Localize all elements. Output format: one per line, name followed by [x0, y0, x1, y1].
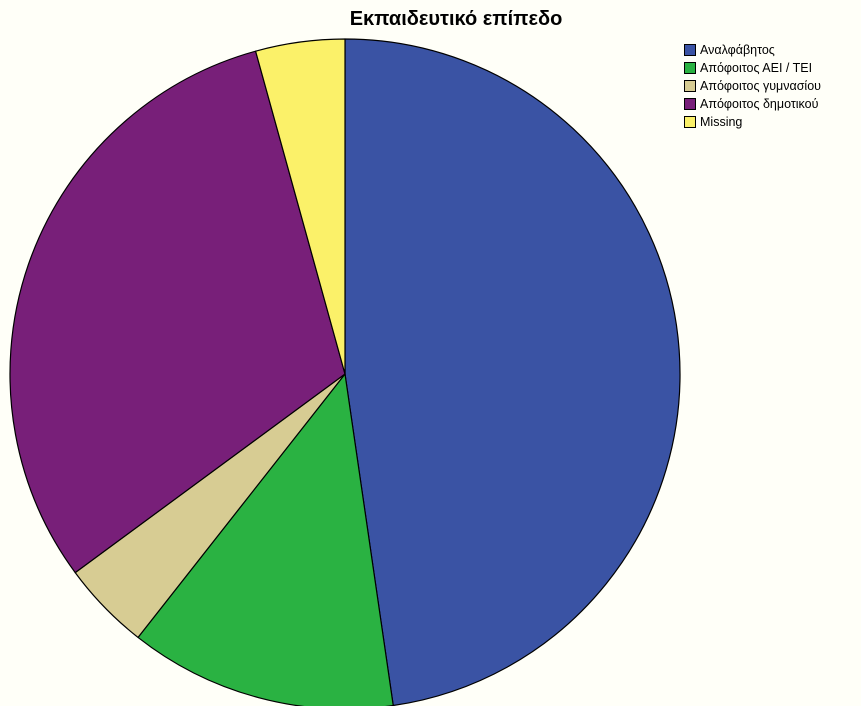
legend-label: Απόφοιτος ΑΕΙ / ΤΕΙ	[700, 61, 813, 75]
legend-swatch	[684, 116, 696, 128]
legend-label: Missing	[700, 115, 743, 129]
legend-item: Αναλφάβητος	[684, 41, 821, 59]
pie-slices	[9, 38, 681, 706]
legend: Αναλφάβητος Απόφοιτος ΑΕΙ / ΤΕΙ Απόφοιτος …	[684, 41, 821, 131]
legend-label: Απόφοιτος δημοτικού	[700, 97, 819, 111]
legend-label: Αναλφάβητος	[700, 43, 775, 57]
legend-swatch	[684, 98, 696, 110]
legend-swatch	[684, 62, 696, 74]
pie-slice-1	[344, 38, 681, 706]
pie-slice-4	[9, 50, 346, 574]
legend-swatch	[684, 44, 696, 56]
legend-swatch	[684, 80, 696, 92]
pie-slice-5	[254, 38, 346, 375]
legend-item: Απόφοιτος ΑΕΙ / ΤΕΙ	[684, 59, 821, 77]
legend-label: Απόφοιτος γυμνασίου	[700, 79, 822, 93]
legend-item: Missing	[684, 113, 821, 131]
pie-slice-2	[137, 373, 394, 706]
legend-item: Απόφοιτος δημοτικού	[684, 95, 821, 113]
legend-item: Απόφοιτος γυμνασίου	[684, 77, 821, 95]
chart-title: Εκπαιδευτικό επίπεδο	[349, 8, 563, 30]
